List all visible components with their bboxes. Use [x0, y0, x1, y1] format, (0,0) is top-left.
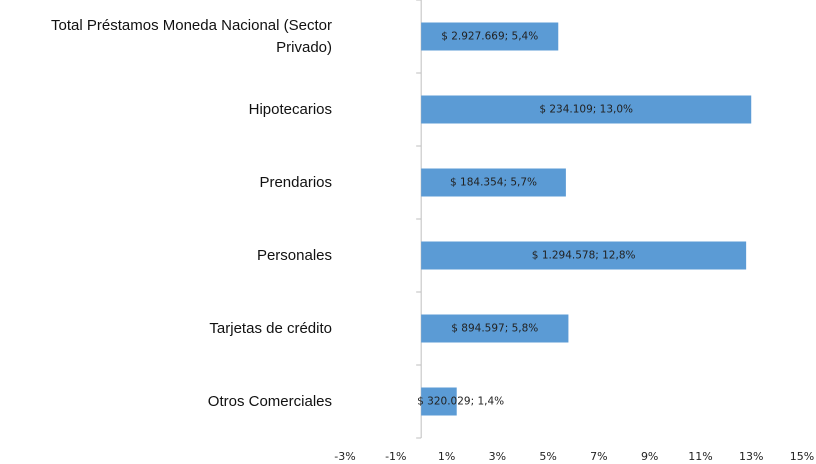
x-tick-label: -3%: [334, 450, 355, 463]
value-label: $ 894.597; 5,8%: [451, 323, 538, 335]
x-tick-label: 1%: [438, 450, 455, 463]
x-tick-label: 9%: [641, 450, 658, 463]
x-tick-label: 7%: [590, 450, 607, 463]
bar: [421, 22, 559, 51]
value-label: $ 1.294.578; 12,8%: [532, 250, 636, 262]
value-label: $ 234.109; 13,0%: [539, 104, 633, 116]
x-tick-label: 5%: [539, 450, 556, 463]
y-tick-label: Otros Comerciales: [207, 392, 332, 410]
bar: [421, 314, 569, 343]
y-tick-label: Prendarios: [259, 173, 332, 191]
y-tick-label: Tarjetas de crédito: [209, 319, 332, 337]
y-tick-label: Total Préstamos Moneda Nacional (Sector …: [51, 16, 332, 56]
x-tick-label: 11%: [688, 450, 712, 463]
x-tick-label: 13%: [739, 450, 763, 463]
value-label: $ 320.029; 1,4%: [417, 396, 504, 408]
y-tick-label: Hipotecarios: [248, 100, 332, 118]
value-label: $ 184.354; 5,7%: [450, 177, 537, 189]
bar: [421, 241, 747, 270]
bar: [421, 95, 752, 124]
value-label: $ 2.927.669; 5,4%: [441, 31, 538, 43]
x-tick-label: 3%: [489, 450, 506, 463]
y-tick-label: Personales: [256, 246, 332, 264]
bar: [421, 168, 566, 197]
bar: [421, 387, 457, 416]
x-tick-label: -1%: [385, 450, 406, 463]
x-tick-label: 15%: [790, 450, 814, 463]
